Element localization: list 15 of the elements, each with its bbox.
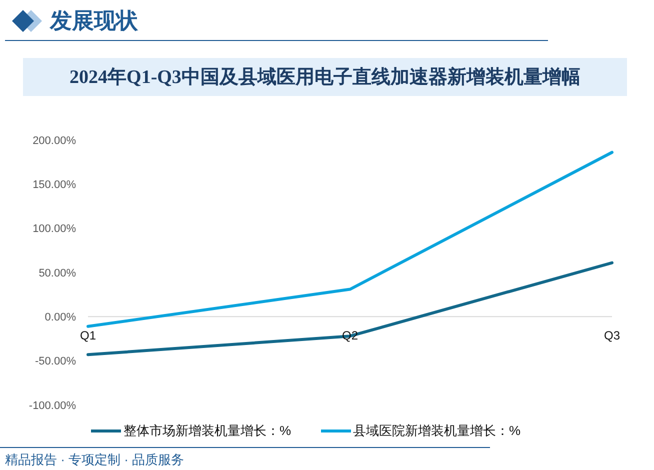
y-tick-label: 50.00% [38,267,76,280]
text: 精品报告 · 专项定制 · 品质服务 [5,451,184,469]
text: 发展现状 [50,7,138,35]
y-tick-label: 0.00% [44,312,76,324]
y-tick-label: 100.00% [32,223,76,236]
chart-title: 2024年Q1-Q3中国及县域医用电子直线加速器新增装机量增幅 [70,66,580,90]
legend-label: 县域医院新增装机量增长：% [353,422,521,440]
y-tick-label: -100.00% [28,400,76,412]
y-tick-label: 150.00% [32,179,76,192]
x-tick-label: Q3 [604,328,620,343]
x-tick-label: Q2 [342,328,358,343]
y-tick-label: -50.00% [35,356,76,368]
y-tick-label: 200.00% [32,134,76,147]
x-tick-label: Q1 [80,328,96,343]
legend-label: 整体市场新增装机量增长：% [123,422,291,440]
